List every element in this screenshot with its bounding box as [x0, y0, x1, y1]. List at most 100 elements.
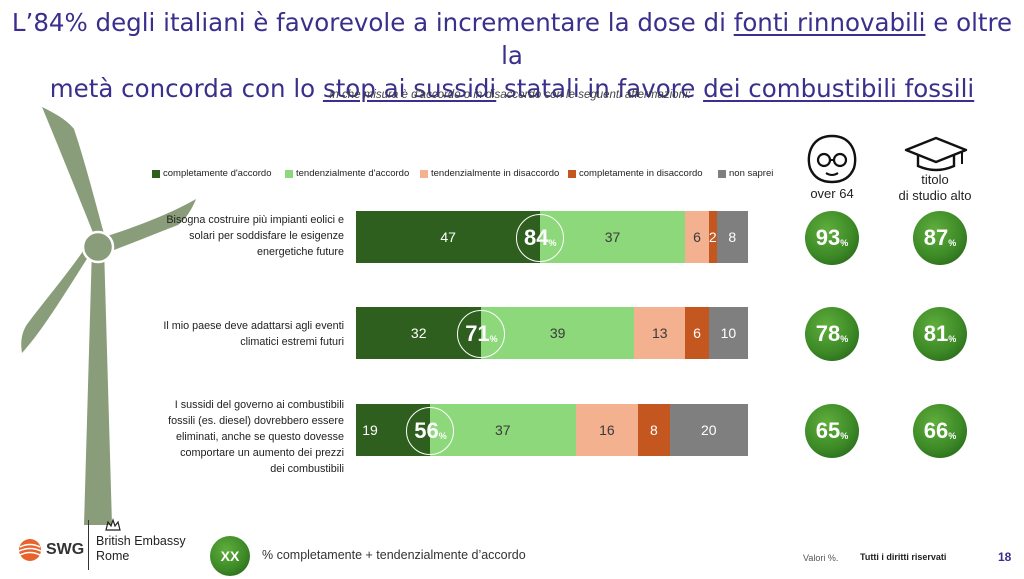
legend-label: non saprei	[729, 168, 774, 179]
percent-sign: %	[840, 237, 849, 248]
bar-segment: 6	[685, 307, 709, 359]
question-label: I sussidi del governo ai combustibili fos…	[84, 397, 344, 477]
legend-item: non saprei	[718, 168, 773, 179]
legend-item: completamente in disaccordo	[568, 168, 703, 179]
title-text: metà concorda con lo	[49, 74, 323, 103]
swg-logo-icon	[18, 539, 42, 561]
total-agree-value: 84	[523, 225, 549, 250]
total-agree-circle: 71%	[457, 310, 506, 358]
question-label-line: Bisogna costruire più impianti eolici e	[166, 214, 344, 226]
page-number: 18	[998, 550, 1012, 564]
total-agree-circle: 84%	[516, 214, 565, 262]
bar-value-label: 19	[362, 422, 378, 438]
ball-value: 87	[923, 225, 949, 250]
percent-sign: %	[840, 333, 849, 344]
bar-segment: 20	[669, 404, 748, 456]
bar-value-label: 10	[720, 325, 737, 341]
bar-segment: 8	[638, 404, 670, 456]
question-label-line: Il mio paese deve adattarsi agli eventi	[163, 320, 344, 332]
bar-value-label: 2	[708, 229, 717, 245]
percent-sign: %	[548, 237, 557, 248]
wind-turbine-icon	[21, 107, 196, 525]
embassy-logo: British Embassy Rome	[96, 534, 186, 564]
question-label-line: solari per soddisfare le esigenze	[189, 230, 344, 242]
bar-segment: 16	[575, 404, 639, 456]
bar-segment: 2	[708, 211, 717, 263]
legend-swatch	[420, 169, 428, 178]
swg-logo: SWG	[18, 538, 84, 562]
bar-value-label: 47	[440, 229, 456, 245]
legend-label: completamente d'accordo	[163, 168, 272, 179]
legend-swatch	[568, 169, 576, 178]
embassy-line: Rome	[96, 549, 130, 563]
page-title: L’84% degli italiani è favorevole a incr…	[0, 6, 1024, 105]
ball-value: 93	[815, 225, 841, 250]
ball-value: 65	[815, 418, 841, 443]
bar-segment: 8	[716, 211, 748, 263]
question-label-line: energetiche future	[256, 246, 344, 258]
bar-value-label: 20	[701, 422, 717, 438]
question-label: Bisogna costruire più impianti eolici e s…	[84, 212, 344, 260]
question-label-line: fossili (es. diesel) dovrebbero essere	[168, 415, 344, 427]
question-label-line: dei combustibili	[270, 463, 344, 475]
column-header-titolo: titolo di studio alto	[880, 172, 990, 204]
bar-value-label: 8	[650, 422, 658, 438]
titolo-value-ball: 66%	[913, 404, 967, 458]
bar-value-label: 37	[604, 229, 621, 245]
legend-swatch	[285, 169, 293, 178]
column-header-line: di studio alto	[898, 188, 972, 203]
column-header-line: titolo	[921, 172, 949, 187]
bar-segment: 37	[430, 404, 576, 456]
bar-value-label: 32	[410, 325, 427, 341]
graduation-cap-icon	[904, 136, 968, 172]
bar-value-label: 6	[693, 229, 701, 245]
bar-segment: 37	[540, 211, 686, 263]
titolo-value-ball: 81%	[913, 307, 967, 361]
question-label-line: I sussidi del governo ai combustibili	[174, 399, 344, 411]
legend-item: tendenzialmente in disaccordo	[420, 168, 559, 179]
percent-sign: %	[489, 333, 498, 344]
over64-value-ball: 78%	[805, 307, 859, 361]
percent-sign: %	[840, 430, 849, 441]
elderly-person-icon	[807, 134, 857, 184]
question-label-line: eliminati, anche se questo dovesse	[175, 431, 344, 443]
bar-segment: 6	[685, 211, 709, 263]
title-text: e oltre la	[501, 8, 1013, 70]
legend-label: completamente in disaccordo	[579, 168, 703, 179]
question-label: Il mio paese deve adattarsi agli eventi c…	[84, 318, 344, 350]
percent-sign: %	[948, 430, 957, 441]
bar-value-label: 37	[494, 422, 511, 438]
legend-label: tendenzialmente in disaccordo	[431, 168, 560, 179]
legend-label: tendenzialmente d'accordo	[296, 168, 410, 179]
title-underlined-text: fonti rinnovabili	[733, 8, 926, 37]
percent-sign: %	[948, 237, 957, 248]
bar-value-label: 39	[549, 325, 566, 341]
legend-item: tendenzialmente d'accordo	[285, 168, 409, 179]
percent-sign: %	[438, 430, 447, 441]
swg-logo-text: SWG	[46, 541, 85, 558]
bar-segment: 47	[356, 211, 541, 263]
rights-note: Tutti i diritti riservati	[860, 552, 947, 562]
ball-value: 78	[815, 321, 841, 346]
column-header-over64: over 64	[810, 186, 854, 201]
title-underlined-text: dei combustibili fossili	[703, 74, 975, 103]
legend-swatch	[152, 169, 160, 178]
royal-crest-icon	[105, 518, 121, 531]
title-underlined-text: stop ai sussidi	[322, 74, 497, 103]
bar-value-label: 13	[652, 325, 668, 341]
valori-note: Valori %.	[803, 553, 839, 563]
title-text: statali in favore	[496, 74, 704, 103]
question-label-line: comportare un aumento dei prezzi	[180, 447, 344, 459]
legend-item: completamente d'accordo	[152, 168, 272, 179]
title-text: L’84% degli italiani è favorevole a incr…	[11, 8, 734, 37]
bar-segment: 13	[634, 307, 686, 359]
bar-value-label: 8	[728, 229, 737, 245]
legend-swatch	[718, 169, 726, 178]
legend-total-ball: XX	[210, 536, 250, 576]
percent-sign: %	[948, 333, 957, 344]
over64-value-ball: 93%	[805, 211, 859, 265]
ball-value: 66	[923, 418, 949, 443]
chart-subtitle: In che misura è d'accordo o in disaccord…	[329, 89, 691, 101]
over64-value-ball: 65%	[805, 404, 859, 458]
titolo-value-ball: 87%	[913, 211, 967, 265]
